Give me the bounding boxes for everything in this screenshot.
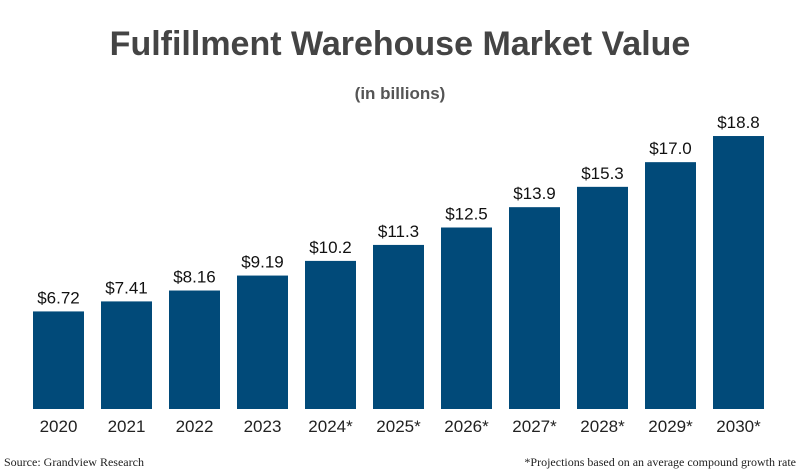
chart-title: Fulfillment Warehouse Market Value (110, 25, 691, 63)
x-tick-label: 2029* (648, 417, 693, 436)
bar (305, 260, 356, 409)
value-label: $12.5 (445, 205, 488, 224)
x-tick-label: 2020 (40, 417, 78, 436)
bar (373, 244, 424, 409)
source: Source: Grandview Research (4, 455, 144, 469)
value-label: $10.2 (309, 238, 352, 257)
x-tick-label: 2027* (512, 417, 557, 436)
value-label: $7.41 (105, 278, 148, 297)
bar (509, 207, 560, 409)
x-tick-label: 2026* (444, 417, 489, 436)
bar (645, 162, 696, 409)
value-label: $11.3 (378, 222, 419, 241)
bar (441, 227, 492, 409)
value-label: $13.9 (513, 184, 556, 203)
x-tick-label: 2025* (376, 417, 421, 436)
bar (169, 290, 220, 409)
x-tick-label: 2021 (108, 417, 146, 436)
value-label: $18.8 (717, 113, 760, 132)
bar (577, 186, 628, 409)
x-tick-label: 2022 (176, 417, 214, 436)
x-tick-label: 2024* (308, 417, 353, 436)
footnote: *Projections based on an average compoun… (524, 455, 796, 469)
value-label: $15.3 (581, 164, 624, 183)
value-label: $8.16 (173, 268, 216, 287)
x-tick-label: 2023 (244, 417, 282, 436)
value-label: $17.0 (649, 139, 692, 158)
bar (713, 136, 764, 410)
x-tick-label: 2030* (716, 417, 761, 436)
x-tick-label: 2028* (580, 417, 625, 436)
value-label: $9.19 (241, 253, 284, 272)
value-label: $6.72 (37, 288, 80, 307)
bar (237, 275, 288, 409)
bar (33, 311, 84, 409)
bar (101, 301, 152, 409)
chart-subtitle: (in billions) (355, 84, 446, 103)
